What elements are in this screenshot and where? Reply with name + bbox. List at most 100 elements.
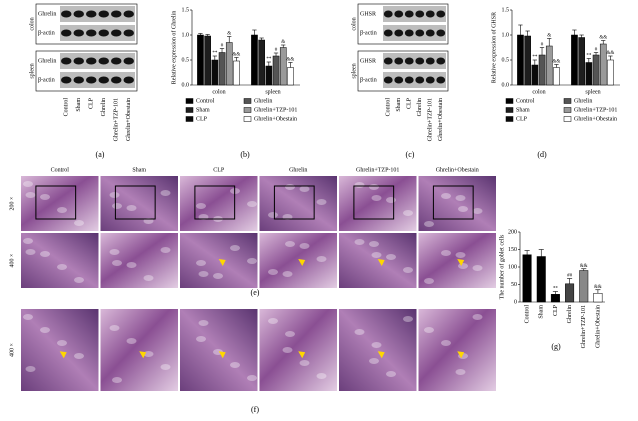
inset-box (114, 185, 156, 220)
tissue-texture (369, 358, 379, 364)
tissue-texture (196, 203, 206, 209)
significance-label: # (595, 48, 598, 53)
blot-strip (383, 6, 446, 22)
significance-label: ** (586, 54, 592, 59)
blot-band (98, 57, 109, 65)
legend-swatch (243, 107, 252, 113)
bar (279, 47, 287, 86)
significance-label: ** (212, 51, 218, 56)
blot-band (436, 29, 446, 37)
tissue-texture (74, 277, 84, 283)
bar (592, 54, 600, 86)
tissue-texture (247, 258, 257, 264)
x-tick-label: Ghrelin+TZP-101 (581, 305, 587, 348)
blot-band (73, 76, 84, 84)
legend-label: Control (196, 98, 215, 104)
tissue-texture (23, 314, 33, 320)
tissue-texture (247, 375, 257, 381)
legend-label: Ghrelin (254, 98, 272, 104)
tissue-texture (472, 265, 483, 271)
panel-label: (e) (251, 288, 260, 297)
blot-band (404, 57, 414, 65)
tissue-texture (458, 263, 468, 269)
blot-band (415, 29, 425, 37)
band-label: β-actin (360, 77, 377, 83)
blot-band (415, 57, 425, 65)
significance-label: && (599, 36, 607, 41)
legend-label: Ghrelin+Obestain (574, 116, 617, 122)
y-tick-label: 1.5 (182, 7, 190, 13)
legend-swatch (563, 116, 572, 122)
tissue-texture (143, 275, 154, 281)
blot-band (404, 76, 414, 84)
arrow (457, 351, 465, 359)
micrograph (100, 233, 178, 288)
tissue-texture (268, 318, 278, 324)
lane-label: Control (64, 98, 70, 117)
bar (565, 283, 575, 303)
bar (218, 52, 226, 86)
tissue-texture (386, 254, 396, 260)
micrograph (180, 176, 258, 231)
x-tick-label: colon (532, 89, 545, 95)
micrograph (21, 309, 99, 391)
tissue-texture (285, 331, 295, 337)
x-tick-label: Ghrelin+Obestain (595, 305, 601, 348)
micrograph (21, 233, 99, 288)
arrow (377, 351, 385, 359)
tissue-label: spleen (29, 63, 35, 78)
tissue-texture (112, 377, 122, 383)
y-tick-label: 1.0 (182, 32, 190, 38)
tissue-texture (299, 360, 310, 366)
legend-swatch (563, 107, 572, 113)
blot-band (383, 29, 393, 37)
lane-label: Ghrelin+Obestain (126, 98, 132, 141)
blot-band (436, 10, 446, 18)
x-tick-label: CLP (553, 304, 559, 316)
tissue-texture (109, 325, 120, 331)
bar (211, 59, 219, 86)
tissue-texture (196, 336, 206, 342)
blot-band (86, 29, 97, 37)
tissue-texture (371, 342, 382, 348)
arrow (377, 259, 385, 266)
tissue-texture (354, 182, 365, 188)
y-tick-label: 150 (508, 247, 517, 253)
lane-label: Sham (76, 98, 82, 112)
blot-band (86, 76, 97, 84)
significance-label: & (281, 40, 285, 45)
blot-band (111, 76, 122, 84)
micrograph (259, 176, 337, 231)
blot-strip (60, 53, 135, 69)
tissue-texture (40, 194, 50, 200)
y-tick-label: 1.0 (502, 32, 510, 38)
tissue-texture (230, 245, 240, 251)
blot-band (394, 76, 404, 84)
bar (571, 34, 578, 86)
tissue-texture (369, 184, 379, 190)
tissue-texture (268, 269, 278, 275)
blot-band (111, 10, 122, 18)
blot-strip (383, 53, 446, 69)
tissue-texture (40, 327, 50, 333)
blot-band (415, 10, 425, 18)
blot-band (86, 10, 97, 18)
bar (536, 256, 546, 303)
y-tick-label: 0.0 (502, 82, 510, 88)
legend-label: Sham (516, 107, 530, 113)
tissue-texture (74, 353, 84, 359)
tissue-texture (472, 208, 483, 214)
band-label: Ghrelin (38, 58, 56, 64)
arrow (298, 351, 306, 359)
legend-swatch (243, 98, 252, 104)
tissue-texture (282, 347, 293, 353)
bar (517, 34, 524, 86)
blot-band (123, 10, 134, 18)
micrograph (180, 309, 258, 391)
y-axis-label: The number of goblet cells (498, 234, 505, 299)
lane-label: CLP (407, 97, 413, 109)
bar (204, 35, 211, 86)
micrograph (339, 176, 417, 231)
legend-label: CLP (516, 116, 528, 122)
